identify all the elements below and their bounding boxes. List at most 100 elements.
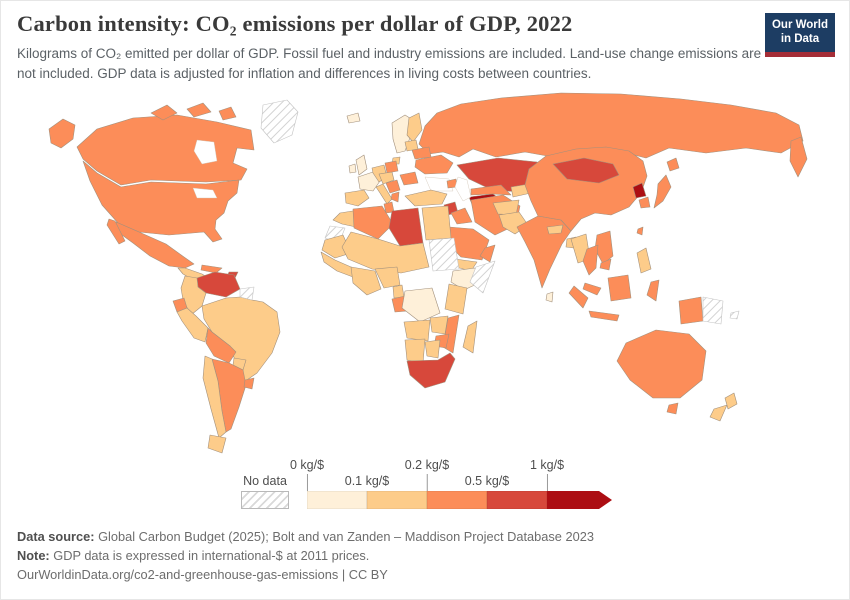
region-chile[interactable] xyxy=(202,355,227,439)
region-sudan[interactable] xyxy=(428,237,460,272)
legend-bin-4[interactable] xyxy=(486,491,548,509)
region-iraq[interactable] xyxy=(450,207,473,225)
region-sri-lanka[interactable] xyxy=(545,291,554,303)
region-nigeria[interactable] xyxy=(374,266,401,289)
region-balkans[interactable] xyxy=(385,179,401,194)
region-mexico[interactable] xyxy=(106,218,126,245)
region-angola[interactable] xyxy=(403,319,431,342)
region-namibia[interactable] xyxy=(404,338,426,364)
region-south-korea[interactable] xyxy=(638,196,651,209)
region-poland[interactable] xyxy=(384,160,399,174)
region-china[interactable] xyxy=(524,146,648,232)
region-baltics[interactable] xyxy=(404,139,419,152)
region-indonesia[interactable] xyxy=(678,296,704,325)
region-italy[interactable] xyxy=(375,183,393,205)
region-madagascar[interactable] xyxy=(462,320,478,354)
region-turkey[interactable] xyxy=(404,189,448,207)
region-mongolia[interactable] xyxy=(552,157,620,184)
region-libya[interactable] xyxy=(388,207,424,247)
region-canada[interactable] xyxy=(150,104,178,121)
region-romania[interactable] xyxy=(399,171,419,186)
region-australia[interactable] xyxy=(616,329,707,399)
chart-subtitle: Kilograms of CO₂ emitted per dollar of G… xyxy=(17,46,762,81)
region-indonesia[interactable] xyxy=(568,285,589,309)
region-ukraine[interactable] xyxy=(414,154,454,175)
region-south-africa[interactable] xyxy=(406,352,456,389)
region-greece[interactable] xyxy=(390,191,400,203)
region-philippines[interactable] xyxy=(636,247,652,274)
legend-bin-1[interactable] xyxy=(307,491,368,509)
black-sea xyxy=(424,176,454,192)
region-north-korea[interactable] xyxy=(632,182,647,199)
region-japan[interactable] xyxy=(666,157,680,172)
region-india[interactable] xyxy=(516,215,572,289)
region-japan[interactable] xyxy=(653,174,672,209)
region-iberia[interactable] xyxy=(344,189,370,207)
map-legend: No data 0 kg/$ 0.1 kg/$ 0.2 kg/$ 0.5 kg/… xyxy=(229,456,629,514)
legend-tick-1: 1 kg/$ xyxy=(530,458,564,491)
region-france[interactable] xyxy=(357,171,381,192)
region-bolivia[interactable] xyxy=(205,327,237,364)
region-chile[interactable] xyxy=(207,434,227,454)
region-oman[interactable] xyxy=(479,244,496,263)
region-east-africa[interactable] xyxy=(444,283,468,315)
region-indonesia[interactable] xyxy=(588,310,620,322)
region-russia[interactable] xyxy=(418,92,804,159)
region-papua-new-guinea[interactable] xyxy=(702,296,724,325)
region-solomon-islands[interactable] xyxy=(729,310,740,320)
region-taiwan[interactable] xyxy=(636,226,644,236)
region-thailand[interactable] xyxy=(582,244,599,276)
owid-logo[interactable]: Our World in Data xyxy=(764,13,835,57)
region-peru[interactable] xyxy=(176,307,209,343)
chart-header: Carbon intensity: CO₂ emissions per doll… xyxy=(17,11,835,83)
region-belarus[interactable] xyxy=(411,146,432,160)
chart-footer: Data source: Global Carbon Budget (2025)… xyxy=(17,527,835,584)
legend-bin-2[interactable] xyxy=(366,491,428,509)
region-somalia[interactable] xyxy=(469,260,496,294)
region-cambodia[interactable] xyxy=(599,258,612,271)
legend-tick-line xyxy=(547,474,548,491)
region-usa-alaska[interactable] xyxy=(48,118,76,149)
region-canada[interactable] xyxy=(218,106,237,121)
region-mauritania[interactable] xyxy=(321,234,352,259)
owid-url-line[interactable]: OurWorldinData.org/co2-and-greenhouse-ga… xyxy=(17,567,388,582)
region-guyana-suriname[interactable] xyxy=(239,286,255,301)
region-russia[interactable] xyxy=(789,136,808,178)
region-canada[interactable] xyxy=(186,102,212,118)
region-canada[interactable] xyxy=(76,114,255,186)
region-west-africa-coast[interactable] xyxy=(350,266,382,296)
region-egypt[interactable] xyxy=(421,205,452,241)
region-finland[interactable] xyxy=(406,112,423,143)
region-colombia[interactable] xyxy=(180,275,207,316)
owid-logo-line2: in Data xyxy=(780,32,820,45)
region-new-zealand[interactable] xyxy=(709,404,728,422)
region-iceland[interactable] xyxy=(346,112,361,124)
region-new-zealand[interactable] xyxy=(724,392,738,410)
legend-tick-0-5: 0.5 kg/$ xyxy=(464,474,510,488)
region-drc[interactable] xyxy=(401,287,441,323)
region-cameroon[interactable] xyxy=(392,284,405,299)
region-sahel[interactable] xyxy=(341,231,430,274)
region-cuba[interactable] xyxy=(200,264,223,274)
region-nepal[interactable] xyxy=(546,224,564,235)
region-indonesia[interactable] xyxy=(646,279,660,302)
region-central-europe[interactable] xyxy=(378,171,395,185)
region-indonesia[interactable] xyxy=(607,274,632,302)
legend-bin-5-arrow[interactable] xyxy=(547,491,612,509)
no-data-swatch[interactable] xyxy=(241,491,289,509)
caspian-sea xyxy=(454,176,472,202)
region-botswana[interactable] xyxy=(424,339,441,359)
region-algeria[interactable] xyxy=(352,205,394,240)
region-greenland[interactable] xyxy=(260,99,299,144)
note-label: Note: xyxy=(17,548,50,563)
region-uruguay[interactable] xyxy=(243,377,255,390)
region-australia[interactable] xyxy=(666,402,679,415)
legend-bin-3[interactable] xyxy=(426,491,488,509)
region-uzbekistan[interactable] xyxy=(470,184,512,196)
region-ireland[interactable] xyxy=(348,163,357,174)
region-zambia[interactable] xyxy=(429,315,449,335)
region-malaysia[interactable] xyxy=(582,282,602,296)
region-uk[interactable] xyxy=(355,154,368,176)
